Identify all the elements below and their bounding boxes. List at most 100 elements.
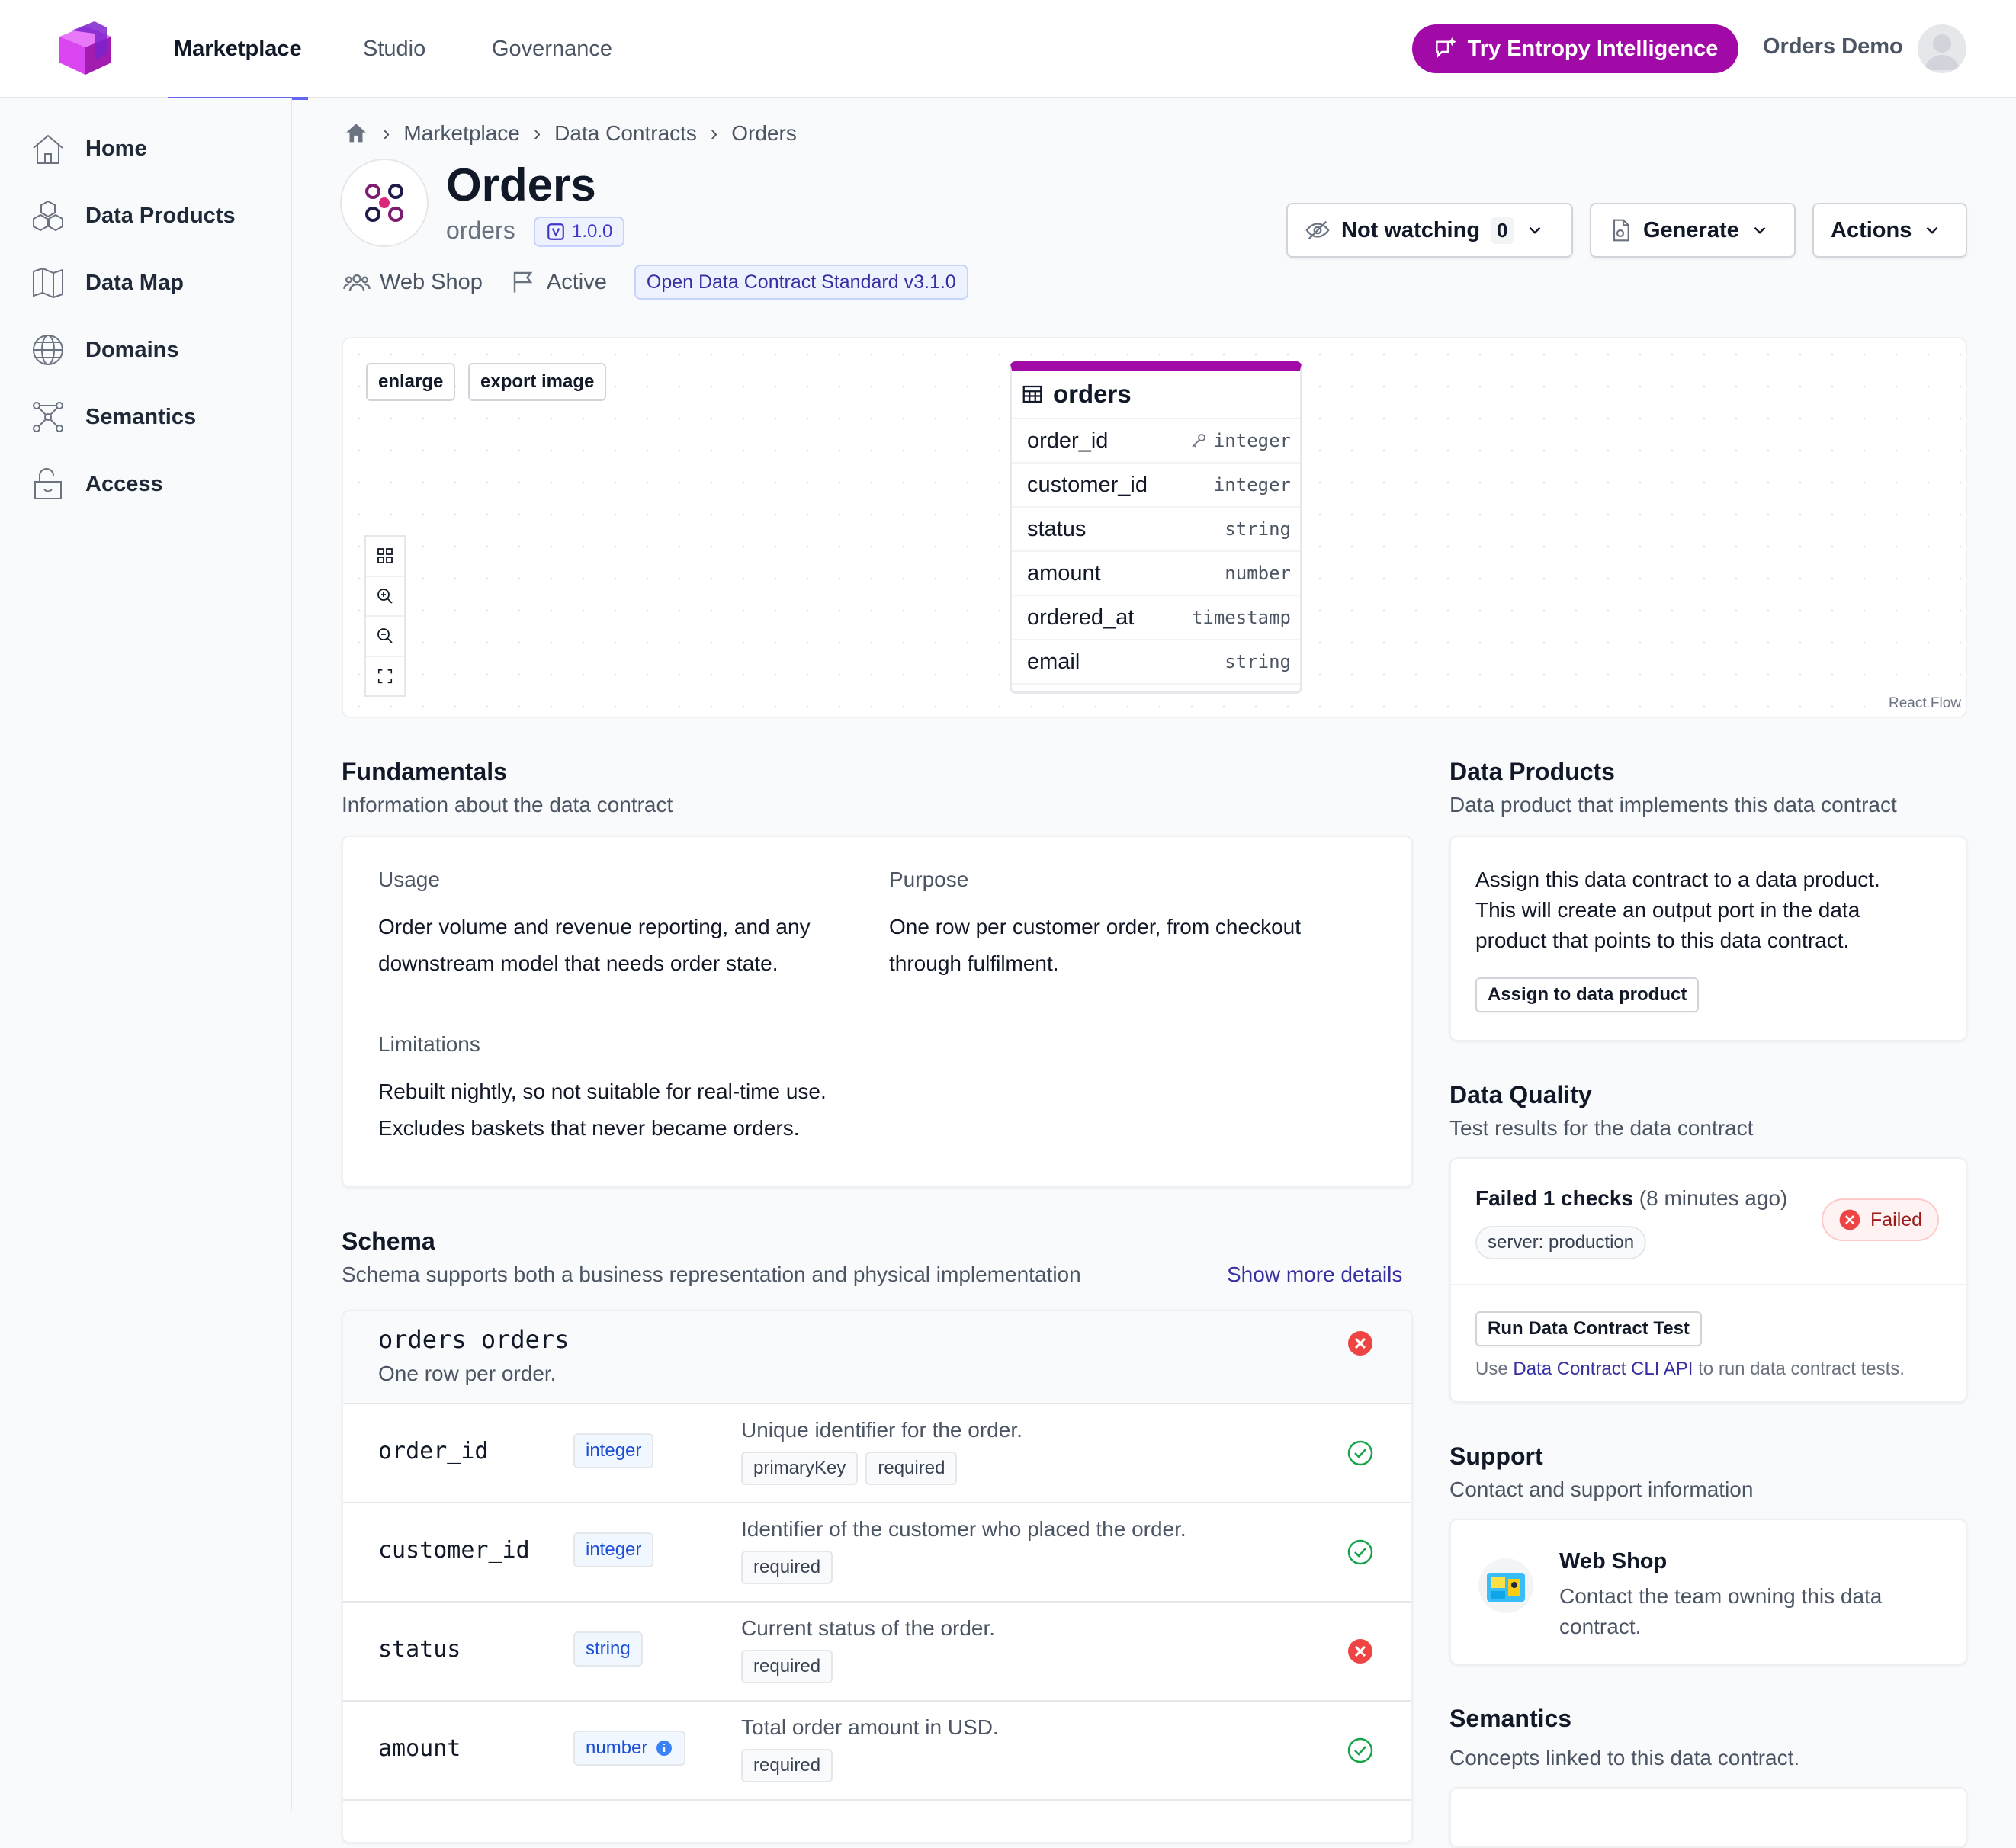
meta-row: Web Shop Active Open Data Contract Stand…: [343, 264, 968, 300]
fundamentals-subtitle: Information about the data contract: [342, 793, 673, 817]
assign-to-data-product-button[interactable]: Assign to data product: [1475, 977, 1700, 1012]
schema-title: Schema: [342, 1227, 435, 1255]
field-tag: required: [741, 1749, 833, 1782]
node-field-row: order_id integer: [1012, 419, 1300, 464]
purpose-text-line: One row per customer order, from checkou…: [889, 915, 1301, 938]
purpose-text-line: through fulfilment.: [889, 951, 1059, 975]
field-tags: required: [741, 1650, 833, 1683]
schema-table-description: One row per order.: [378, 1362, 557, 1385]
contract-id: orders: [446, 217, 515, 244]
sidebar-item-access[interactable]: Access: [29, 461, 163, 507]
field-type-label: integer: [586, 1539, 642, 1560]
field-name: status: [378, 1636, 461, 1663]
node-field-row: ordered_at timestamp: [1012, 596, 1300, 640]
key-icon: [1192, 434, 1205, 448]
schema-diagram[interactable]: enlarge export image orders order_id inte…: [342, 337, 1967, 718]
table-row[interactable]: order_id integer Unique identifier for t…: [343, 1403, 1411, 1502]
field-name: amount: [378, 1735, 461, 1762]
fit-view-icon[interactable]: [366, 537, 404, 577]
schema-card: orders orders One row per order. order_i…: [342, 1310, 1413, 1843]
quality-result: Failed 1 checks (8 minutes ago): [1475, 1186, 1787, 1211]
table-row[interactable]: [343, 1799, 1411, 1842]
sidebar-item-label: Data Products: [85, 203, 236, 228]
field-name: customer_id: [378, 1537, 530, 1564]
schema-table-name: orders orders: [378, 1325, 569, 1354]
usage-text-line: Order volume and revenue reporting, and …: [378, 915, 811, 938]
data-contract-cli-api-link[interactable]: Data Contract CLI API: [1513, 1359, 1693, 1379]
node-field-name: customer_id: [1027, 472, 1148, 497]
globe-icon: [33, 335, 63, 365]
node-field-name: ordered_at: [1027, 605, 1135, 630]
fundamentals-title: Fundamentals: [342, 758, 507, 785]
usage-text: Order volume and revenue reporting, and …: [378, 909, 811, 982]
chevron-down-icon: [1927, 226, 1938, 234]
quality-result-time: (8 minutes ago): [1639, 1186, 1788, 1210]
fullscreen-icon[interactable]: [366, 657, 404, 696]
data-products-title: Data Products: [1449, 758, 1615, 785]
field-type-label: integer: [586, 1440, 642, 1461]
org-name[interactable]: Orders Demo: [1763, 34, 1903, 59]
node-field-row: status string: [1012, 508, 1300, 552]
data-products-card: Assign this data contract to a data prod…: [1449, 836, 1967, 1041]
node-field-name: amount: [1027, 560, 1101, 586]
field-name: order_id: [378, 1438, 489, 1465]
field-tag: required: [865, 1452, 958, 1485]
limitations-label: Limitations: [378, 1032, 480, 1056]
zoom-in-icon[interactable]: [366, 577, 404, 617]
avatar[interactable]: [1918, 24, 1966, 73]
nav-tab-label: Marketplace: [174, 37, 302, 61]
table-row[interactable]: amount number Total order amount in USD.…: [343, 1700, 1411, 1799]
sidebar-item-data-products[interactable]: Data Products: [29, 193, 236, 239]
sidebar-item-home[interactable]: Home: [29, 126, 147, 172]
check-circle-icon: [1347, 1440, 1373, 1466]
actions-button[interactable]: Actions: [1812, 203, 1967, 258]
purpose-text: One row per customer order, from checkou…: [889, 909, 1301, 982]
eye-slash-icon: [1305, 220, 1330, 240]
nav-tab-studio[interactable]: Studio: [363, 0, 425, 98]
chevron-right-icon: ›: [710, 121, 718, 145]
sidebar-item-domains[interactable]: Domains: [29, 327, 178, 373]
data-products-text-line: Assign this data contract to a data prod…: [1475, 868, 1880, 891]
table-node[interactable]: orders order_id integer customer_id intege…: [1010, 361, 1302, 694]
show-more-details-link[interactable]: Show more details: [1227, 1262, 1403, 1286]
generate-button[interactable]: Generate: [1590, 203, 1796, 258]
quality-note: Use Data Contract CLI API to run data co…: [1475, 1359, 1905, 1380]
limitations-text: Rebuilt nightly, so not suitable for rea…: [378, 1073, 827, 1147]
node-field-type: integer: [1213, 430, 1291, 451]
nav-tab-governance[interactable]: Governance: [492, 0, 612, 98]
data-products-text: Assign this data contract to a data prod…: [1475, 865, 1880, 956]
export-image-button[interactable]: export image: [468, 363, 607, 401]
table-row[interactable]: customer_id integer Identifier of the cu…: [343, 1502, 1411, 1601]
sidebar-item-semantics[interactable]: Semantics: [29, 394, 196, 440]
field-tag: required: [741, 1650, 833, 1683]
breadcrumb-marketplace[interactable]: Marketplace: [403, 121, 520, 145]
team-avatar: [1478, 1558, 1533, 1613]
breadcrumb-data-contracts[interactable]: Data Contracts: [554, 121, 697, 145]
chevron-down-icon: [1754, 226, 1766, 234]
error-icon: [1839, 1209, 1860, 1230]
team-link[interactable]: Web Shop: [343, 268, 483, 296]
watch-button[interactable]: Not watching 0: [1286, 203, 1573, 258]
enlarge-button[interactable]: enlarge: [366, 363, 456, 401]
support-card[interactable]: Web Shop Contact the team owning this da…: [1449, 1519, 1967, 1665]
sidebar-item-data-map[interactable]: Data Map: [29, 260, 184, 306]
node-field-type: string: [1225, 651, 1291, 672]
node-field-name: email: [1027, 649, 1080, 674]
field-tags: required: [741, 1551, 833, 1584]
semantics-subtitle: Concepts linked to this data contract.: [1449, 1746, 1800, 1769]
node-field-row: amount number: [1012, 552, 1300, 596]
zoom-out-icon[interactable]: [366, 617, 404, 657]
info-icon[interactable]: [655, 1739, 673, 1757]
app-logo[interactable]: [52, 15, 117, 81]
generate-label: Generate: [1643, 217, 1739, 242]
standard-badge: Open Data Contract Standard v3.1.0: [634, 265, 968, 300]
home-icon[interactable]: [343, 120, 369, 146]
run-data-contract-test-button[interactable]: Run Data Contract Test: [1475, 1311, 1702, 1346]
data-quality-title: Data Quality: [1449, 1081, 1592, 1108]
nav-tab-marketplace[interactable]: Marketplace: [168, 0, 308, 100]
try-entropy-intelligence-button[interactable]: Try Entropy Intelligence: [1412, 24, 1738, 73]
react-flow-attribution[interactable]: React Flow: [1888, 695, 1961, 711]
semantics-title: Semantics: [1449, 1705, 1572, 1732]
support-text: Contact the team owning this data contra…: [1559, 1581, 1882, 1642]
table-row[interactable]: status string Current status of the orde…: [343, 1601, 1411, 1700]
